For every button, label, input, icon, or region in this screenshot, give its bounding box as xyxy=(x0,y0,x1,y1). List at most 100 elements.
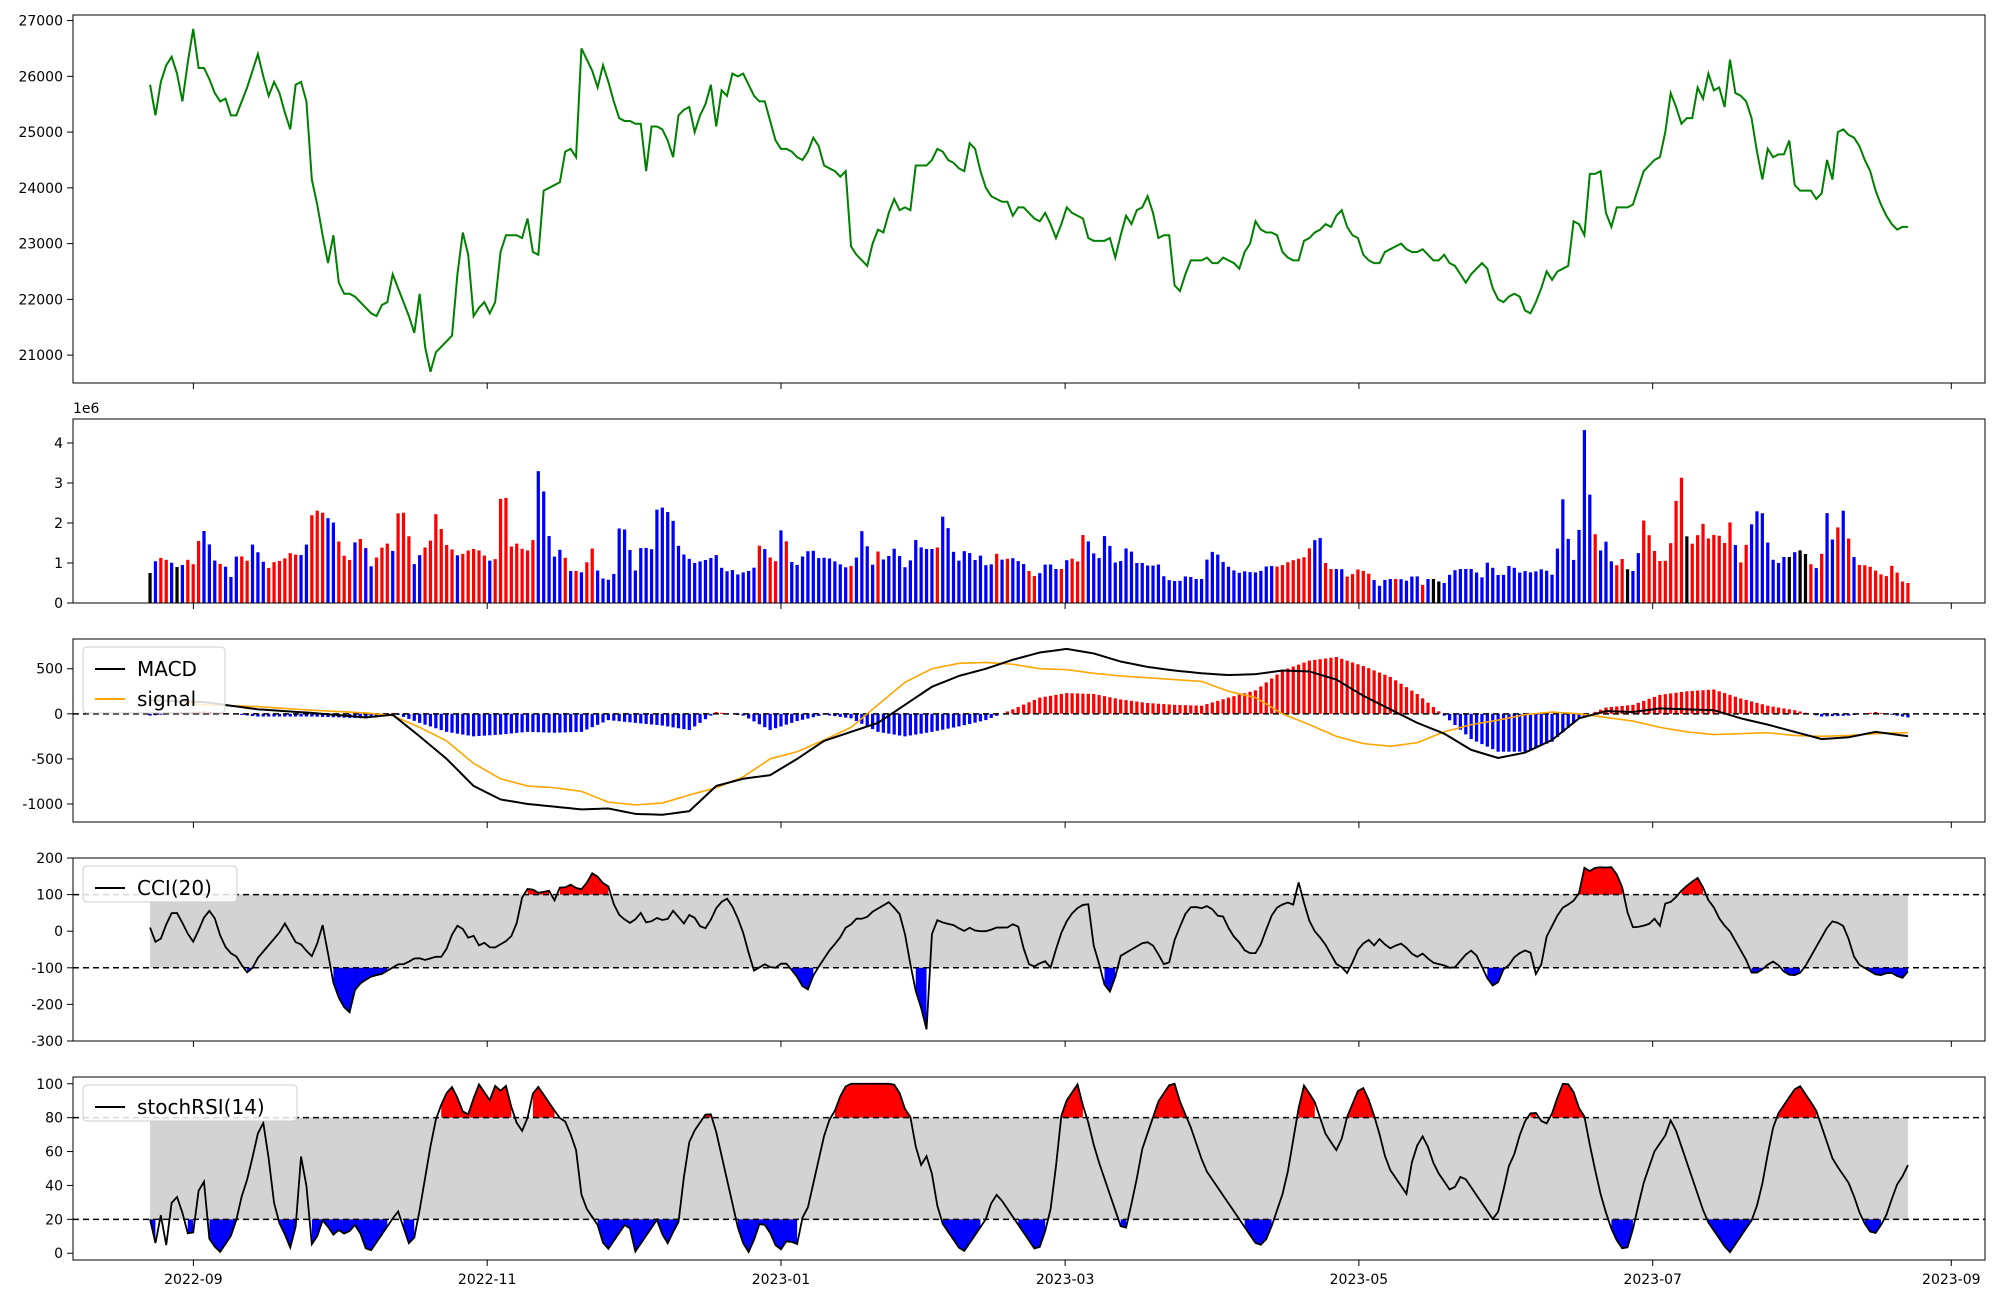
volume-bar xyxy=(1146,565,1150,603)
y-tick-label: 100 xyxy=(36,1077,63,1093)
volume-bar xyxy=(1000,559,1004,603)
macd-histogram-bar xyxy=(250,713,255,716)
macd-histogram-bar xyxy=(914,713,918,735)
volume-bar xyxy=(1755,511,1759,603)
volume-bar xyxy=(1620,559,1624,603)
macd-histogram-bar xyxy=(897,713,902,736)
macd-histogram-bar xyxy=(369,713,373,718)
macd-histogram-bar xyxy=(1836,713,1840,716)
volume-bar xyxy=(1199,579,1204,603)
macd-histogram-bar xyxy=(461,713,465,735)
volume-bar xyxy=(962,551,966,603)
legend-label: MACD xyxy=(137,657,197,681)
volume-bar xyxy=(1545,570,1549,603)
volume-bar xyxy=(908,560,912,603)
overbought-fill xyxy=(532,1086,555,1118)
volume-bar xyxy=(488,560,492,603)
macd-histogram-bar xyxy=(1873,712,1878,714)
volume-bar xyxy=(353,542,357,603)
macd-histogram-bar xyxy=(1065,693,1069,714)
oversold-fill xyxy=(1104,967,1116,992)
macd-histogram-bar xyxy=(1216,700,1220,714)
macd-histogram-bar xyxy=(622,713,627,722)
macd-histogram-bar xyxy=(1135,701,1139,714)
macd-histogram-bar xyxy=(1652,696,1657,714)
volume-bar xyxy=(676,545,681,603)
volume-bar xyxy=(1604,541,1608,603)
macd-histogram-bar xyxy=(1421,698,1425,714)
macd-histogram-bar xyxy=(693,713,697,727)
macd-histogram-bar xyxy=(1151,703,1155,714)
volume-bar xyxy=(1501,574,1506,603)
volume-bar xyxy=(1625,569,1630,603)
macd-histogram-bar xyxy=(1092,693,1096,714)
volume-bar xyxy=(450,549,454,603)
volume-bar xyxy=(1577,529,1581,603)
volume-bar xyxy=(337,541,341,603)
volume-bar xyxy=(897,556,902,603)
macd-histogram-bar xyxy=(1771,706,1775,714)
volume-bar xyxy=(612,573,616,603)
volume-bar xyxy=(180,565,185,603)
volume-bar xyxy=(558,549,562,603)
volume-bar xyxy=(1674,500,1678,603)
macd-histogram-bar xyxy=(482,713,486,736)
volume-bar xyxy=(585,562,589,603)
x-tick-label: 2022-09 xyxy=(164,1272,223,1288)
volume-bar xyxy=(1048,564,1053,603)
volume-bar xyxy=(531,540,535,603)
macd-histogram-bar xyxy=(1458,713,1463,730)
macd-histogram-bar xyxy=(606,713,611,721)
volume-bar xyxy=(1868,566,1872,603)
macd-histogram-bar xyxy=(1480,713,1484,745)
macd-histogram-bar xyxy=(1237,694,1241,714)
volume-bar xyxy=(272,562,276,603)
volume-bar xyxy=(1119,561,1123,603)
volume-bar xyxy=(1178,580,1182,603)
macd-histogram-bar xyxy=(283,713,287,717)
overbought-fill xyxy=(559,873,609,895)
macd-histogram-bar xyxy=(1404,687,1409,714)
cci-panel: -300 -200 -100 0 100 200 CCI(20) xyxy=(31,851,1986,1050)
macd-histogram-bar xyxy=(1663,694,1667,714)
macd-histogram-bar xyxy=(951,713,956,728)
cci-line xyxy=(149,866,1909,1030)
macd-histogram-bar xyxy=(1706,689,1711,714)
volume-bar xyxy=(1733,545,1738,603)
volume-bar xyxy=(1350,574,1355,603)
volume-bar xyxy=(844,567,848,603)
macd-histogram-bar xyxy=(1766,705,1770,714)
volume-bar xyxy=(191,564,195,603)
macd-histogram-bar xyxy=(536,713,540,733)
volume-bar xyxy=(822,557,826,603)
axes-frame xyxy=(72,1076,1986,1261)
macd-histogram-bar xyxy=(1081,693,1085,714)
macd-histogram-bar xyxy=(687,713,691,731)
macd-histogram-bar xyxy=(558,713,562,733)
macd-histogram-bar xyxy=(741,713,745,716)
volume-bar xyxy=(1825,513,1829,603)
macd-histogram-bar xyxy=(1776,707,1781,714)
volume-bar xyxy=(1631,571,1635,603)
macd-histogram-bar xyxy=(1345,660,1349,714)
volume-bar xyxy=(509,546,513,603)
macd-histogram-bar xyxy=(1453,713,1457,726)
macd-histogram-bar xyxy=(1900,713,1905,717)
volume-bar xyxy=(1582,430,1587,603)
volume-bar xyxy=(687,558,691,603)
macd-histogram-bar xyxy=(1847,713,1851,716)
macd-histogram-bar xyxy=(1442,713,1446,716)
macd-histogram-bar xyxy=(245,713,249,716)
macd-histogram-bar xyxy=(1534,713,1538,748)
macd-histogram-bar xyxy=(1394,680,1398,714)
macd-histogram-bar xyxy=(1793,710,1797,714)
volume-bar xyxy=(790,561,794,603)
macd-histogram-bar xyxy=(1798,711,1802,714)
volume-bar xyxy=(461,553,465,603)
macd-histogram-bar xyxy=(294,713,298,717)
macd-histogram-bar xyxy=(1172,704,1177,714)
macd-panel: -1000 -500 0 500 MACD signal xyxy=(22,638,1986,823)
volume-bar xyxy=(1005,558,1010,603)
macd-histogram-bar xyxy=(1167,704,1171,714)
y-tick-label: 26000 xyxy=(18,69,63,85)
